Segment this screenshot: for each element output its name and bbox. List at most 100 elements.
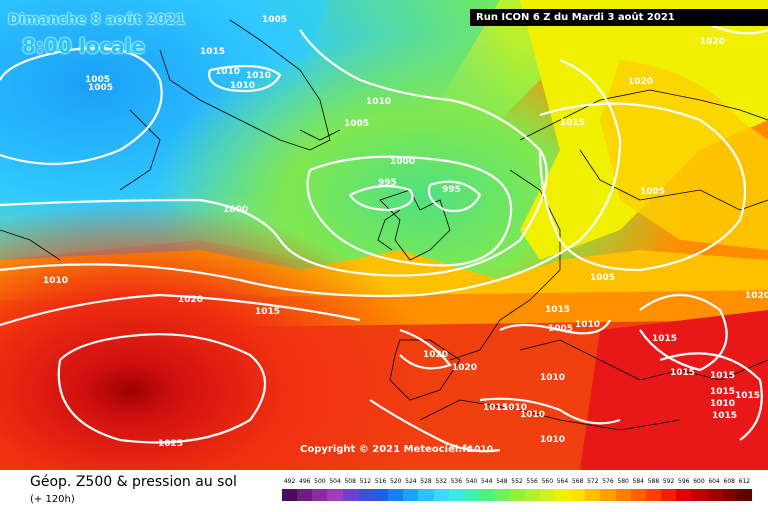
scale-tick-label: 548: [496, 478, 508, 485]
isobar-label: 1005: [590, 273, 615, 283]
isobar-label: 1020: [628, 77, 653, 87]
color-swatch: [463, 489, 480, 501]
legend-subtitle: (+ 120h): [30, 494, 75, 505]
isobar-label: 1010: [43, 276, 68, 286]
color-swatch: [509, 489, 526, 501]
isobar-label: 1015: [710, 387, 735, 397]
isobars: [0, 8, 768, 453]
scale-tick-label: 496: [299, 478, 311, 485]
isobar-label: 1020: [700, 37, 725, 47]
isobar-label: 1005: [548, 324, 573, 334]
scale-tick-label: 528: [420, 478, 432, 485]
color-swatch: [403, 489, 419, 501]
scale-tick-label: 540: [465, 478, 478, 485]
isobar-label: 1010: [540, 373, 565, 383]
color-swatch: [736, 489, 753, 501]
isobar-label: 1005: [640, 187, 665, 197]
isobar-label: 1010: [215, 67, 240, 77]
isobar-label: 1015: [735, 391, 760, 401]
isobar-label: 1010: [520, 410, 545, 420]
scale-tick-label: 504: [329, 478, 341, 485]
scale-tick-label: 612: [738, 478, 751, 485]
color-swatch: [312, 489, 328, 501]
isobar-label: 1015: [200, 47, 225, 57]
isobar-label: 1000: [390, 157, 415, 167]
scale-tick-label: 500: [314, 478, 326, 485]
isobar-label: 1015: [483, 403, 508, 413]
color-swatch: [600, 489, 617, 501]
isobar-labels: 1005 1015 1010 1010 1010 1005 1005 1010 …: [43, 15, 768, 455]
color-swatch: [388, 489, 404, 501]
isobar-label: 1020: [452, 363, 477, 373]
scale-tick-label: 552: [511, 478, 523, 485]
scale-tick-label: 556: [526, 478, 538, 485]
isobar-label: 1005: [85, 75, 110, 85]
scale-tick-label: 604: [708, 478, 720, 485]
color-swatch: [706, 489, 723, 501]
color-swatch: [539, 489, 556, 501]
coastlines: [0, 19, 768, 431]
scale-tick-label: 572: [587, 478, 599, 485]
isobar-label: 1015: [712, 411, 737, 421]
isobar-label: 1020: [423, 350, 448, 360]
isobar-label: 1010: [710, 399, 735, 409]
isobar-label: 1010: [540, 435, 565, 445]
color-swatch: [342, 489, 359, 501]
color-swatch: [585, 489, 601, 501]
isobar-label: 1010: [246, 71, 271, 81]
color-swatch: [645, 489, 662, 501]
scale-tick-label: 524: [405, 478, 417, 485]
color-swatch: [372, 489, 389, 501]
color-swatch: [357, 489, 374, 501]
color-swatch: [721, 489, 738, 501]
isobar-label: 995: [442, 185, 461, 195]
color-swatch: [418, 489, 435, 501]
isobar-label: 1025: [158, 439, 183, 449]
color-swatch: [327, 489, 344, 501]
scale-tick-label: 516: [374, 478, 387, 485]
color-swatch: [554, 489, 571, 501]
scale-tick-label: 600: [693, 478, 705, 485]
color-swatch: [570, 489, 586, 501]
legend-title: Géop. Z500 & pression au sol: [30, 474, 237, 490]
scale-tick-label: 580: [617, 478, 629, 485]
copyright-notice: Copyright © 2021 Meteociel.fr: [300, 444, 472, 455]
scale-tick-label: 492: [283, 478, 296, 485]
scale-tick-label: 536: [450, 478, 463, 485]
scale-tick-label: 508: [344, 478, 356, 485]
isobar-label: 1005: [344, 119, 369, 129]
forecast-map: 1005 1015 1010 1010 1010 1005 1005 1010 …: [0, 0, 768, 470]
color-swatch: [691, 489, 707, 501]
scale-tick-label: 532: [435, 478, 447, 485]
color-swatch: [494, 489, 510, 501]
color-swatch: [479, 489, 495, 501]
isobar-label: 1015: [710, 371, 735, 381]
isobar-label: 1020: [178, 295, 203, 305]
scale-tick-label: 592: [662, 478, 675, 485]
color-scale: 492 496 500 504 508 512 516 520 524 528 532 536 540 5…: [282, 478, 753, 506]
color-swatch: [282, 489, 298, 501]
isobar-label: 1010: [468, 445, 493, 455]
scale-tick-label: 512: [359, 478, 372, 485]
color-swatch: [661, 489, 677, 501]
geopotential-field: [0, 0, 768, 470]
color-swatch: [630, 489, 647, 501]
isobar-label: 1010: [366, 97, 391, 107]
isobar-label: 1010: [230, 81, 255, 91]
isobar-label: 1015: [545, 305, 570, 315]
isobar-label: 1020: [745, 291, 768, 301]
scale-tick-label: 596: [678, 478, 690, 485]
isobar-label: 1005: [262, 15, 287, 25]
isobar-label: 1005: [88, 83, 113, 93]
legend-footer: Géop. Z500 & pression au sol (+ 120h) 49…: [0, 470, 768, 512]
isobar-label: 1015: [652, 334, 677, 344]
scale-tick-label: 584: [632, 478, 644, 485]
isobar-label: 1015: [255, 307, 280, 317]
color-swatch: [433, 489, 450, 501]
isobar-label: 1015: [560, 118, 585, 128]
scale-tick-label: 544: [480, 478, 493, 485]
scale-tick-label: 520: [389, 478, 402, 485]
isobar-label: 1010: [575, 320, 600, 330]
color-swatch: [615, 489, 632, 501]
color-swatch: [524, 489, 541, 501]
